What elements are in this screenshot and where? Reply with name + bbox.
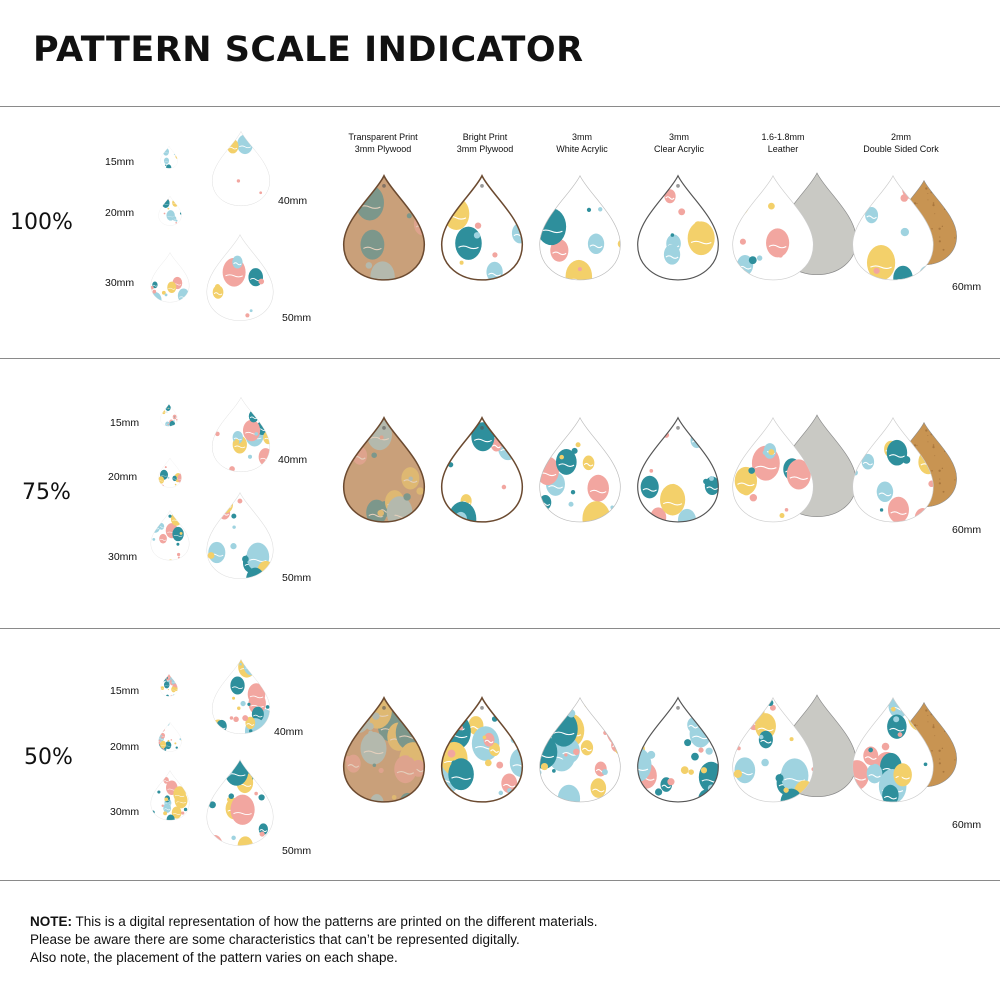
material-drop-bright-plywood — [440, 414, 524, 524]
material-drop-cork — [851, 694, 935, 804]
size-sample-drop — [211, 129, 271, 207]
size-label: 15mm — [110, 685, 140, 697]
material-drop-transparent-plywood — [342, 172, 426, 282]
material-drop-white-acrylic — [538, 694, 622, 804]
size-sample-drop — [158, 457, 182, 488]
size-label: 30mm — [108, 551, 138, 563]
scale-label: 50% — [24, 745, 73, 770]
size-label: 30mm — [105, 277, 135, 289]
note-label: NOTE: — [30, 914, 72, 929]
note-line-1: This is a digital representation of how … — [72, 914, 598, 929]
divider — [0, 628, 1000, 629]
size-label: 30mm — [110, 806, 140, 818]
material-header-leather: 1.6-1.8mm Leather — [761, 132, 805, 154]
material-header-transparent-plywood: Transparent Print 3mm Plywood — [348, 132, 418, 154]
material-size-label: 60mm — [952, 524, 982, 536]
size-sample-drop — [150, 769, 190, 821]
size-sample-drop — [211, 657, 271, 735]
material-size-label: 60mm — [952, 281, 982, 293]
material-drop-leather — [731, 172, 815, 282]
size-label: 50mm — [282, 572, 312, 584]
size-label: 50mm — [282, 312, 312, 324]
material-size-label: 60mm — [952, 819, 982, 831]
divider — [0, 880, 1000, 881]
material-header-white-acrylic: 3mm White Acrylic — [556, 132, 608, 154]
note-line-3: Also note, the placement of the pattern … — [30, 950, 398, 965]
size-sample-drop — [205, 232, 275, 322]
size-sample-drop — [150, 251, 190, 303]
divider — [0, 106, 1000, 107]
material-drop-bright-plywood — [440, 694, 524, 804]
note-line-2: Please be aware there are some character… — [30, 932, 520, 947]
material-header-bright-plywood: Bright Print 3mm Plywood — [456, 132, 514, 154]
size-label: 40mm — [278, 195, 308, 207]
material-drop-transparent-plywood — [342, 414, 426, 524]
size-sample-drop — [205, 490, 275, 580]
material-drop-clear-acrylic — [636, 694, 720, 804]
material-drop-leather — [731, 694, 815, 804]
material-drop-clear-acrylic — [636, 172, 720, 282]
material-drop-transparent-plywood — [342, 694, 426, 804]
size-sample-drop — [205, 757, 275, 847]
size-label: 15mm — [110, 417, 140, 429]
scale-label: 75% — [22, 480, 71, 505]
note: NOTE: This is a digital representation o… — [30, 913, 598, 967]
divider — [0, 358, 1000, 359]
size-label: 20mm — [105, 207, 135, 219]
scale-label: 100% — [10, 210, 73, 235]
size-sample-drop — [160, 403, 178, 427]
size-sample-drop — [160, 145, 178, 169]
size-label: 15mm — [105, 156, 135, 168]
size-label: 20mm — [108, 471, 138, 483]
size-label: 50mm — [282, 845, 312, 857]
size-label: 40mm — [278, 454, 308, 466]
material-drop-white-acrylic — [538, 172, 622, 282]
material-drop-clear-acrylic — [636, 414, 720, 524]
size-sample-drop — [211, 395, 271, 473]
material-drop-cork — [851, 414, 935, 524]
material-drop-white-acrylic — [538, 414, 622, 524]
size-sample-drop — [160, 673, 178, 697]
material-header-clear-acrylic: 3mm Clear Acrylic — [653, 132, 704, 154]
size-sample-drop — [158, 195, 182, 226]
material-drop-bright-plywood — [440, 172, 524, 282]
size-sample-drop — [150, 509, 190, 561]
material-drop-cork — [851, 172, 935, 282]
size-label: 40mm — [274, 726, 304, 738]
page-title: PATTERN SCALE INDICATOR — [33, 30, 584, 70]
size-label: 20mm — [110, 741, 140, 753]
material-drop-leather — [731, 414, 815, 524]
material-header-cork: 2mm Double Sided Cork — [863, 132, 939, 154]
size-sample-drop — [158, 721, 182, 752]
